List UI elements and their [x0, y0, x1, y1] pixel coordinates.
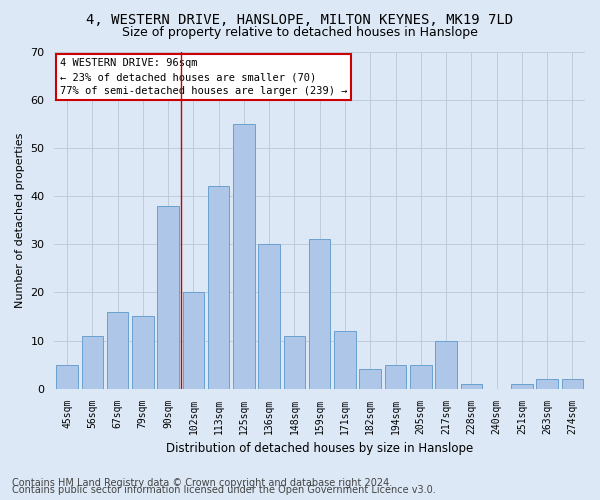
Bar — [536, 379, 558, 388]
Bar — [284, 336, 305, 388]
Bar — [132, 316, 154, 388]
X-axis label: Distribution of detached houses by size in Hanslope: Distribution of detached houses by size … — [166, 442, 473, 455]
Bar — [208, 186, 229, 388]
Bar — [334, 331, 356, 388]
Bar — [410, 364, 431, 388]
Bar — [56, 364, 78, 388]
Bar — [461, 384, 482, 388]
Text: 4, WESTERN DRIVE, HANSLOPE, MILTON KEYNES, MK19 7LD: 4, WESTERN DRIVE, HANSLOPE, MILTON KEYNE… — [86, 12, 514, 26]
Text: 4 WESTERN DRIVE: 96sqm
← 23% of detached houses are smaller (70)
77% of semi-det: 4 WESTERN DRIVE: 96sqm ← 23% of detached… — [60, 58, 347, 96]
Bar — [385, 364, 406, 388]
Bar — [82, 336, 103, 388]
Bar — [233, 124, 254, 388]
Bar — [359, 370, 381, 388]
Text: Size of property relative to detached houses in Hanslope: Size of property relative to detached ho… — [122, 26, 478, 39]
Bar — [435, 340, 457, 388]
Bar — [511, 384, 533, 388]
Bar — [309, 240, 331, 388]
Text: Contains public sector information licensed under the Open Government Licence v3: Contains public sector information licen… — [12, 485, 436, 495]
Text: Contains HM Land Registry data © Crown copyright and database right 2024.: Contains HM Land Registry data © Crown c… — [12, 478, 392, 488]
Bar — [562, 379, 583, 388]
Bar — [157, 206, 179, 388]
Y-axis label: Number of detached properties: Number of detached properties — [15, 132, 25, 308]
Bar — [259, 244, 280, 388]
Bar — [182, 292, 204, 388]
Bar — [107, 312, 128, 388]
